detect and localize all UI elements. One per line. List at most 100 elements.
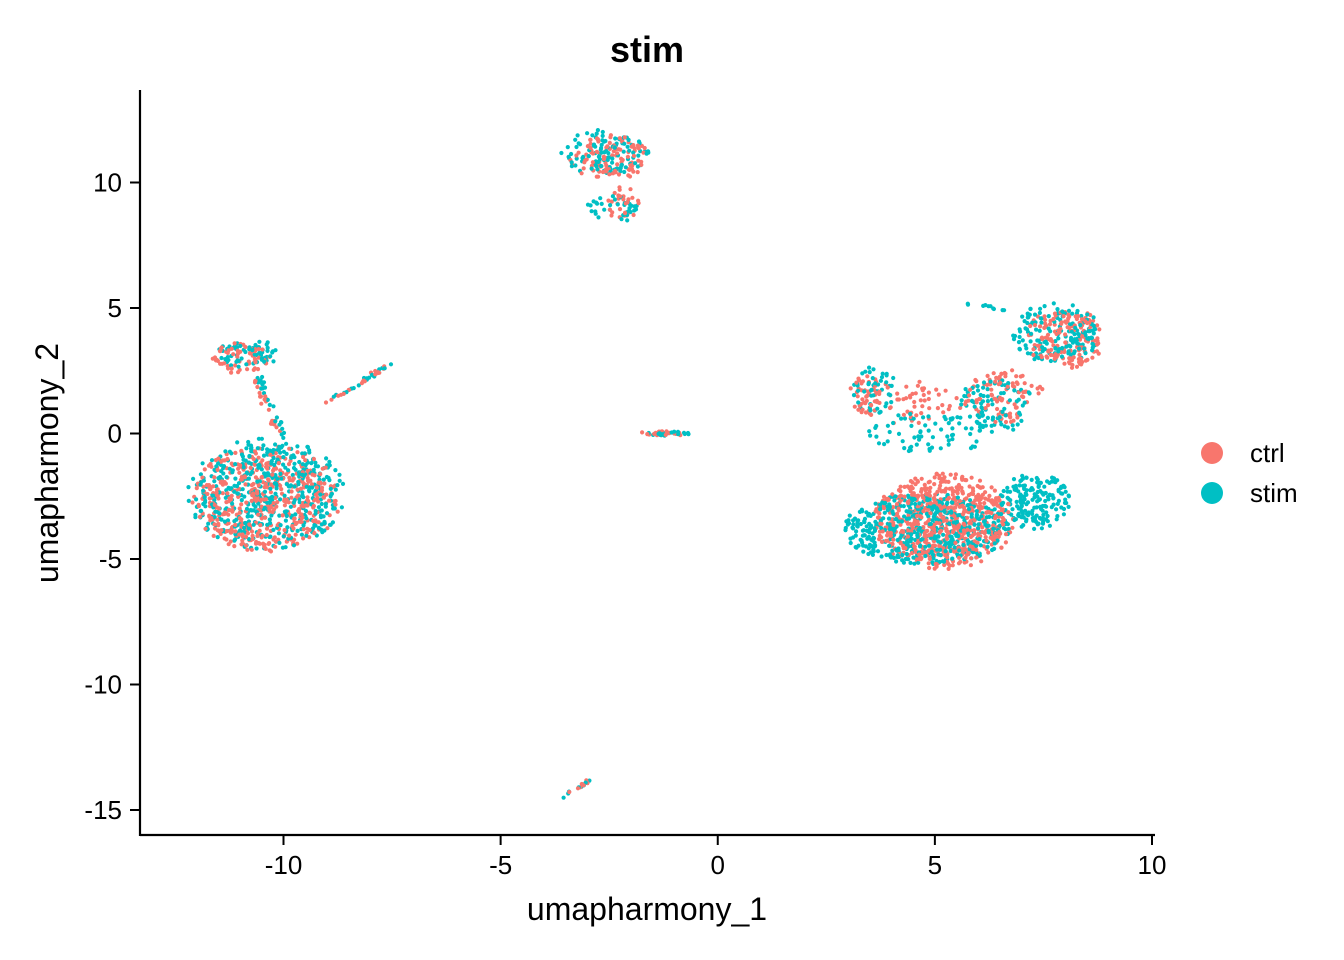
point-stim <box>186 498 191 503</box>
point-stim <box>1046 314 1051 319</box>
point-ctrl <box>271 501 276 506</box>
point-stim <box>1002 308 1007 313</box>
point-stim <box>293 512 298 517</box>
point-ctrl <box>968 563 974 568</box>
point-ctrl <box>1022 381 1027 386</box>
point-ctrl <box>928 485 933 490</box>
point-ctrl <box>967 393 972 398</box>
point-stim <box>928 521 934 527</box>
point-stim <box>1044 510 1049 515</box>
point-stim <box>339 505 344 510</box>
point-ctrl <box>1070 362 1075 368</box>
point-ctrl <box>926 480 931 485</box>
point-stim <box>946 421 951 426</box>
point-stim <box>1042 484 1047 489</box>
point-stim <box>875 549 881 554</box>
point-stim <box>594 131 599 136</box>
point-stim <box>954 519 960 525</box>
point-stim <box>977 537 982 542</box>
point-stim <box>1056 336 1061 341</box>
point-ctrl <box>1001 522 1006 527</box>
point-ctrl <box>588 141 593 146</box>
point-stim <box>600 133 605 138</box>
point-stim <box>948 534 953 539</box>
point-stim <box>1007 398 1013 403</box>
point-stim <box>923 423 928 428</box>
point-ctrl <box>1058 326 1063 331</box>
point-ctrl <box>936 392 941 397</box>
point-ctrl <box>584 157 589 162</box>
point-stim <box>935 547 940 552</box>
point-stim <box>1072 349 1077 354</box>
point-ctrl <box>997 529 1002 534</box>
point-ctrl <box>266 541 271 547</box>
point-stim <box>941 532 946 537</box>
point-stim <box>938 547 943 552</box>
point-ctrl <box>852 404 857 409</box>
point-stim <box>273 419 278 424</box>
point-ctrl <box>986 497 991 502</box>
point-stim <box>201 488 206 493</box>
point-stim <box>1086 329 1091 334</box>
point-stim <box>957 548 962 553</box>
point-stim <box>303 508 309 514</box>
point-stim <box>262 471 267 476</box>
point-stim <box>286 468 291 473</box>
point-stim <box>945 500 950 505</box>
point-stim <box>884 380 889 385</box>
point-stim <box>280 443 285 448</box>
point-ctrl <box>1014 405 1019 410</box>
point-stim <box>1023 491 1028 496</box>
point-stim <box>1066 494 1071 499</box>
point-stim <box>253 509 258 514</box>
point-ctrl <box>934 387 939 392</box>
point-stim <box>669 430 674 435</box>
point-stim <box>887 522 892 527</box>
point-stim <box>1011 427 1016 432</box>
point-stim <box>304 484 309 489</box>
point-ctrl <box>939 476 944 481</box>
point-stim <box>313 460 318 465</box>
point-ctrl <box>233 450 238 455</box>
point-stim <box>874 434 879 439</box>
point-stim <box>282 493 287 498</box>
point-stim <box>930 518 935 523</box>
point-stim <box>291 500 296 505</box>
point-ctrl <box>965 527 970 532</box>
point-ctrl <box>938 544 943 549</box>
point-stim <box>941 559 947 564</box>
point-stim <box>327 459 332 464</box>
point-stim <box>594 164 599 169</box>
point-ctrl <box>295 487 300 492</box>
point-ctrl <box>1052 356 1057 361</box>
point-ctrl <box>910 492 915 497</box>
point-ctrl <box>981 544 987 549</box>
point-stim <box>947 522 952 527</box>
point-stim <box>276 531 281 536</box>
point-stim <box>260 374 265 380</box>
point-ctrl <box>913 547 918 552</box>
point-ctrl <box>945 555 950 560</box>
point-ctrl <box>1006 510 1011 515</box>
point-stim <box>1012 333 1018 339</box>
point-ctrl <box>305 495 310 500</box>
point-stim <box>938 446 943 451</box>
point-ctrl <box>916 420 921 425</box>
point-stim <box>283 465 288 470</box>
point-stim <box>284 451 289 456</box>
point-ctrl <box>256 512 261 517</box>
point-stim <box>1036 355 1041 361</box>
point-ctrl <box>620 157 625 163</box>
point-stim <box>626 209 631 214</box>
point-stim <box>1048 358 1053 364</box>
point-stim <box>316 525 321 531</box>
point-stim <box>858 521 864 527</box>
point-stim <box>1028 306 1033 312</box>
point-ctrl <box>978 396 983 402</box>
point-stim <box>559 150 564 156</box>
point-stim <box>979 405 984 410</box>
point-ctrl <box>953 540 958 546</box>
point-ctrl <box>273 451 278 456</box>
point-stim <box>977 553 982 558</box>
